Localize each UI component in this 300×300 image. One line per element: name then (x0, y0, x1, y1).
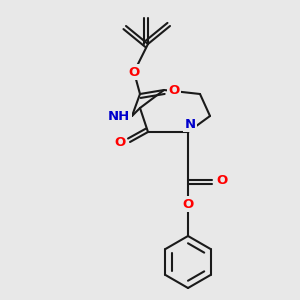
Text: O: O (128, 65, 140, 79)
Text: O: O (216, 173, 228, 187)
Text: O: O (114, 136, 126, 148)
Text: O: O (168, 83, 180, 97)
Text: N: N (184, 118, 196, 130)
Text: NH: NH (108, 110, 130, 122)
Text: O: O (182, 197, 194, 211)
